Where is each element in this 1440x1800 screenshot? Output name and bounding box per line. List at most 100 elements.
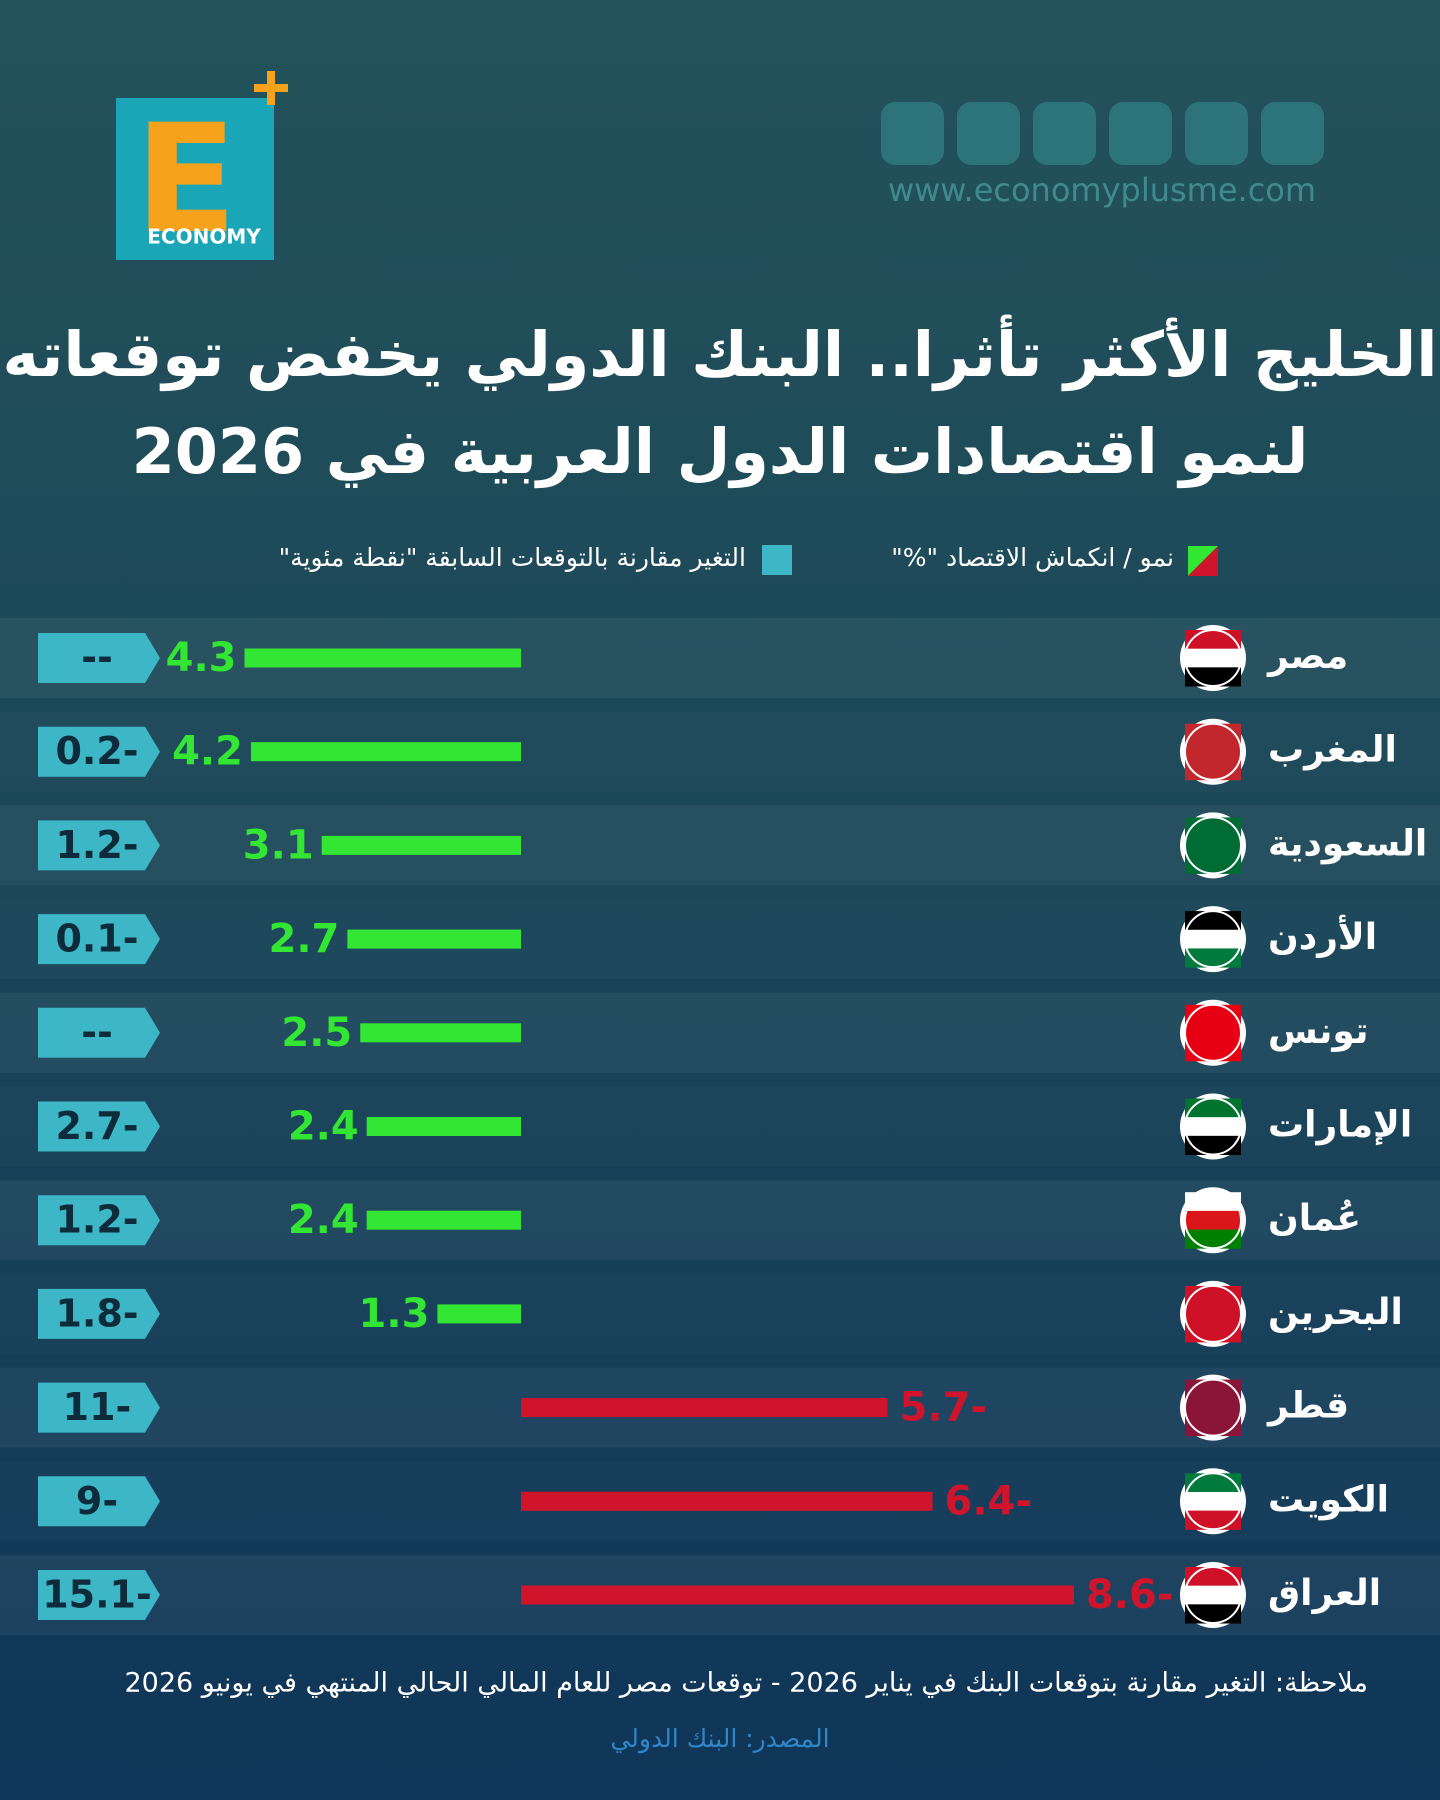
change-box — [38, 914, 160, 965]
value-label: 2.5 — [281, 1010, 352, 1056]
legend-swatch — [1188, 546, 1218, 576]
change-label: 1.2- — [55, 823, 138, 867]
change-box — [38, 1382, 160, 1433]
value-label: 2.7 — [269, 916, 340, 962]
change-label: 1.8- — [55, 1291, 138, 1335]
flag — [1180, 1280, 1246, 1347]
bar — [347, 929, 521, 949]
bar — [366, 1210, 521, 1230]
flag-band — [1185, 1117, 1241, 1137]
flag-edge — [1184, 1566, 1242, 1624]
flag — [1180, 1374, 1246, 1441]
bar — [521, 1398, 888, 1418]
value-label: 3.1 — [243, 822, 314, 868]
flag — [1180, 812, 1246, 879]
value-label: 2.4 — [288, 1104, 359, 1150]
flag-edge — [1184, 816, 1242, 875]
category-label: الأردن — [1268, 914, 1377, 958]
category-label: العراق — [1268, 1573, 1381, 1614]
logo: E ECONOMY — [116, 71, 288, 267]
category-label: عُمان — [1268, 1198, 1361, 1239]
value-label: 6.4- — [945, 1478, 1032, 1524]
bar — [521, 1491, 933, 1511]
flag-band — [1185, 1473, 1241, 1493]
note: ملاحظة: التغير مقارنة بتوقعات البنك في ي… — [125, 1668, 1369, 1699]
category-label: تونس — [1268, 1011, 1369, 1052]
flag — [1180, 1468, 1246, 1535]
change-box — [38, 1476, 160, 1527]
change-label: 0.2- — [55, 729, 138, 773]
value-label: 5.7- — [900, 1385, 987, 1431]
flag-edge — [1184, 1284, 1242, 1343]
flag-edge — [1184, 1191, 1242, 1250]
change-box — [38, 1195, 160, 1246]
flag-band — [1185, 1567, 1241, 1587]
flag — [1180, 1562, 1246, 1628]
flag — [1180, 906, 1246, 973]
logo-letter: E — [135, 93, 237, 267]
flag-band — [1185, 836, 1241, 856]
value-label: 1.3 — [359, 1291, 430, 1337]
flag-edge — [1184, 910, 1242, 969]
flag-band — [1185, 1098, 1241, 1118]
website: www.economyplusme.com — [888, 171, 1316, 209]
category-label: الإمارات — [1268, 1105, 1412, 1146]
flag-band — [1185, 723, 1241, 743]
legend-label: التغير مقارنة بالتوقعات السابقة "نقطة مئ… — [279, 543, 746, 572]
value-label: 2.4 — [288, 1197, 359, 1243]
title-line: الخليج الأكثر تأثرا.. البنك الدولي يخفض … — [3, 314, 1438, 392]
flag-edge — [1184, 1003, 1242, 1062]
change-label: 2.7- — [55, 1104, 138, 1148]
bar — [521, 1585, 1074, 1605]
value-label: 4.2 — [172, 729, 243, 775]
logo-word: ECONOMY — [147, 225, 261, 249]
change-label: 15.1- — [42, 1573, 152, 1617]
change-label: -- — [81, 1010, 113, 1054]
flag — [1180, 1187, 1246, 1254]
flag-band — [1185, 817, 1241, 837]
flag-band — [1185, 648, 1241, 668]
flag-band — [1185, 1304, 1241, 1324]
change-label: 1.2- — [55, 1198, 138, 1242]
change-label: -- — [81, 636, 113, 680]
flag-band — [1185, 630, 1241, 650]
bar — [360, 1023, 521, 1043]
category-label: الكويت — [1268, 1479, 1389, 1520]
flag-edge — [1184, 1378, 1242, 1437]
legend: نمو / انكماش الاقتصاد "%" التغير مقارنة ب… — [279, 543, 1218, 576]
value-label: 8.6- — [1086, 1572, 1173, 1618]
title-line: لنمو اقتصادات الدول العربية في 2026 — [132, 415, 1309, 488]
flag-band — [1185, 1491, 1241, 1512]
bar — [321, 835, 521, 855]
legend-swatch — [762, 545, 792, 575]
flag-band — [1185, 742, 1241, 762]
flag-band — [1185, 1398, 1241, 1418]
source: المصدر: البنك الدولي — [610, 1724, 829, 1754]
flag-band — [1185, 1192, 1241, 1212]
value-label: 4.3 — [166, 635, 237, 681]
flag-band — [1185, 1004, 1241, 1024]
change-box — [38, 726, 160, 777]
change-label: 0.1- — [55, 917, 138, 961]
social-icons — [881, 102, 1324, 165]
category-label: المغرب — [1268, 730, 1397, 771]
change-label: 11- — [63, 1385, 132, 1429]
category-label: السعودية — [1268, 823, 1427, 864]
flag-band — [1185, 1585, 1241, 1605]
bar — [366, 1117, 521, 1136]
flag-edge — [1184, 1097, 1242, 1156]
bar — [437, 1304, 521, 1324]
flag — [1180, 625, 1246, 691]
change-box — [38, 633, 160, 683]
change-box — [38, 1288, 160, 1339]
flag-band — [1185, 1379, 1241, 1399]
bar — [250, 742, 521, 762]
flag-edge — [1184, 1472, 1242, 1531]
flag — [1180, 1093, 1246, 1160]
bar — [244, 648, 521, 668]
flag-band — [1185, 1210, 1241, 1231]
category-label: مصر — [1266, 636, 1348, 677]
change-box — [38, 1570, 160, 1620]
